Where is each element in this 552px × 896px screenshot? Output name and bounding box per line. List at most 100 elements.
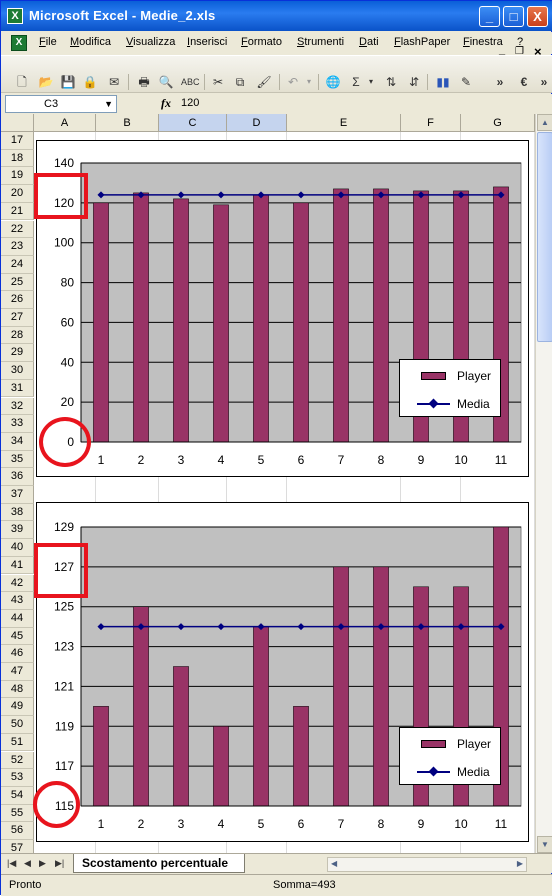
row-header-19[interactable]: 19 (1, 167, 34, 186)
row-header-45[interactable]: 45 (1, 627, 34, 646)
scroll-left-icon[interactable]: ◀ (331, 859, 338, 868)
row-header-36[interactable]: 36 (1, 468, 34, 486)
next-sheet-icon[interactable]: ▶ (39, 858, 46, 868)
row-header-17[interactable]: 17 (1, 132, 34, 150)
row-header-39[interactable]: 39 (1, 521, 34, 540)
scroll-right-icon[interactable]: ▶ (516, 859, 523, 868)
row-header-43[interactable]: 43 (1, 592, 34, 610)
menu-dati[interactable]: Dati (359, 36, 379, 48)
column-header-d[interactable]: D (227, 114, 287, 132)
menu-visualizza[interactable]: Visualizza (126, 36, 176, 48)
column-header-b[interactable]: B (96, 114, 159, 132)
horizontal-scrollbar[interactable]: ◀ ▶ (327, 857, 527, 872)
row-header-26[interactable]: 26 (1, 291, 34, 309)
toolbar-options-chevron-2[interactable]: » (540, 75, 548, 89)
prev-sheet-icon[interactable]: ◀ (24, 858, 31, 868)
menu-finestra[interactable]: Finestra (463, 36, 503, 48)
row-header-27[interactable]: 27 (1, 309, 34, 327)
row-header-18[interactable]: 18 (1, 149, 34, 168)
row-header-56[interactable]: 56 (1, 822, 34, 840)
row-header-29[interactable]: 29 (1, 344, 34, 363)
row-header-42[interactable]: 42 (1, 574, 34, 593)
sort-descending-icon[interactable]: ⇵ (408, 75, 420, 89)
row-header-32[interactable]: 32 (1, 397, 34, 416)
row-header-47[interactable]: 47 (1, 663, 34, 681)
row-header-21[interactable]: 21 (1, 202, 34, 221)
email-icon[interactable]: ✉ (108, 75, 120, 89)
row-header-52[interactable]: 52 (1, 751, 34, 770)
undo-icon[interactable]: ↶ (287, 75, 299, 89)
row-header-33[interactable]: 33 (1, 415, 34, 433)
undo-dropdown-icon[interactable]: ▾ (306, 77, 311, 86)
chart-2[interactable]: 115 117 119 121 123 125 127 129 1 2 3 4 5 6 7 8 9 10 11 Pl… (36, 502, 529, 842)
select-all-corner[interactable] (1, 114, 34, 132)
chart-1-legend[interactable]: Player Media (399, 359, 501, 417)
chart-wizard-icon[interactable]: ▮▮ (436, 75, 450, 89)
vertical-scrollbar[interactable]: ▲ ▼ (535, 114, 552, 853)
cut-icon[interactable]: ✂ (212, 75, 224, 89)
doc-restore-button[interactable]: ❐ (515, 46, 524, 57)
print-preview-icon[interactable]: 🔍 (158, 75, 174, 89)
column-header-g[interactable]: G (461, 114, 535, 132)
row-header-40[interactable]: 40 (1, 539, 34, 557)
row-header-37[interactable]: 37 (1, 486, 34, 504)
column-header-f[interactable]: F (401, 114, 461, 132)
menu-formato[interactable]: Formato (241, 36, 282, 48)
row-header-23[interactable]: 23 (1, 238, 34, 256)
chart-1[interactable]: 0 20 40 60 80 100 120 140 1 2 3 4 5 6 7 8 9 10 11 Player M… (36, 140, 529, 477)
scroll-down-icon[interactable]: ▼ (537, 836, 552, 853)
row-header-55[interactable]: 55 (1, 804, 34, 823)
scroll-up-icon[interactable]: ▲ (537, 114, 552, 131)
permission-icon[interactable]: 🔒 (82, 75, 98, 89)
row-header-44[interactable]: 44 (1, 609, 34, 628)
row-header-22[interactable]: 22 (1, 220, 34, 239)
open-icon[interactable]: 📂 (38, 75, 54, 89)
row-header-31[interactable]: 31 (1, 379, 34, 398)
print-icon[interactable]: 🖶 (138, 75, 150, 89)
doc-close-button[interactable]: × (534, 44, 542, 59)
vertical-scroll-thumb[interactable] (537, 132, 552, 342)
chart-2-legend[interactable]: Player Media (399, 727, 501, 785)
format-painter-icon[interactable]: 🖌 (256, 75, 272, 89)
copy-icon[interactable]: ⧉ (235, 75, 245, 89)
row-header-30[interactable]: 30 (1, 362, 34, 380)
formula-input[interactable]: 120 (181, 97, 200, 109)
row-header-51[interactable]: 51 (1, 733, 34, 752)
menu-inserisci[interactable]: Inserisci (187, 36, 228, 48)
toolbar-options-chevron[interactable]: » (496, 75, 504, 89)
row-header-28[interactable]: 28 (1, 326, 34, 345)
maximize-button[interactable]: □ (503, 6, 524, 27)
row-header-46[interactable]: 46 (1, 645, 34, 663)
name-box[interactable]: C3 ▼ (5, 95, 117, 113)
row-header-54[interactable]: 54 (1, 786, 34, 805)
column-header-a[interactable]: A (34, 114, 96, 132)
row-header-38[interactable]: 38 (1, 503, 34, 522)
sheet-tab-scostamento[interactable]: Scostamento percentuale (73, 854, 245, 873)
autosum-icon[interactable]: Σ (352, 75, 360, 89)
row-header-25[interactable]: 25 (1, 273, 34, 292)
last-sheet-icon[interactable]: ▶| (55, 858, 65, 868)
row-header-50[interactable]: 50 (1, 716, 34, 734)
row-header-49[interactable]: 49 (1, 698, 34, 717)
row-header-34[interactable]: 34 (1, 432, 34, 451)
row-header-24[interactable]: 24 (1, 255, 34, 274)
row-header-53[interactable]: 53 (1, 769, 34, 787)
menu-help[interactable]: ? (517, 36, 524, 48)
menu-strumenti[interactable]: Strumenti (297, 36, 345, 48)
new-icon[interactable]: 🗋 (17, 75, 27, 89)
euro-currency-button[interactable]: € (520, 75, 528, 89)
function-icon[interactable]: fx (161, 96, 171, 110)
minimize-button[interactable]: _ (479, 6, 500, 27)
row-header-57[interactable]: 57 (1, 840, 34, 853)
column-header-c[interactable]: C (159, 114, 227, 132)
row-header-20[interactable]: 20 (1, 185, 34, 203)
menu-flashpaper[interactable]: FlashPaper (394, 36, 451, 48)
sort-ascending-icon[interactable]: ⇅ (385, 75, 397, 89)
row-header-41[interactable]: 41 (1, 556, 34, 575)
row-header-48[interactable]: 48 (1, 680, 34, 699)
first-sheet-icon[interactable]: |◀ (7, 858, 17, 868)
hyperlink-icon[interactable]: 🌐 (325, 75, 341, 89)
document-icon[interactable]: X (11, 35, 27, 51)
drawing-icon[interactable]: ✎ (460, 75, 472, 89)
